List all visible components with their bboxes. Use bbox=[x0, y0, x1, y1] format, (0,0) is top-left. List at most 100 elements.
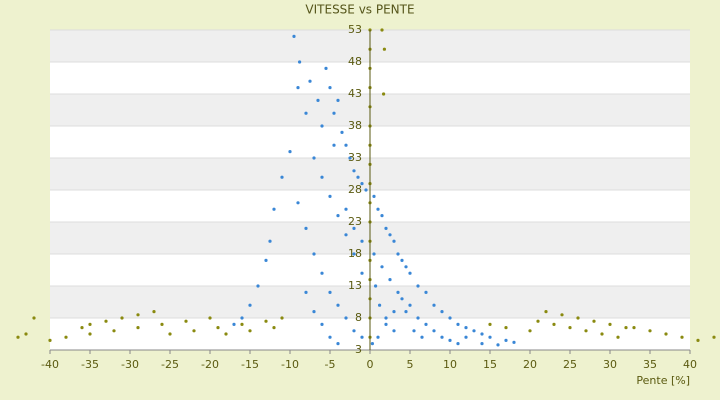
point bbox=[624, 326, 628, 330]
point bbox=[112, 329, 116, 333]
point bbox=[312, 252, 316, 256]
point bbox=[364, 188, 368, 192]
point bbox=[380, 214, 384, 218]
point bbox=[296, 86, 300, 90]
point bbox=[192, 329, 196, 333]
point bbox=[320, 175, 324, 179]
point bbox=[600, 332, 604, 336]
point bbox=[352, 329, 356, 333]
x-tick-label: 35 bbox=[643, 358, 657, 371]
y-tick-label: 8 bbox=[355, 311, 362, 324]
point bbox=[48, 338, 52, 342]
point bbox=[456, 342, 460, 346]
point bbox=[268, 239, 272, 243]
point bbox=[316, 98, 320, 102]
point bbox=[328, 335, 332, 339]
point bbox=[408, 303, 412, 307]
point bbox=[336, 303, 340, 307]
x-tick-label: -20 bbox=[201, 358, 219, 371]
point bbox=[240, 322, 244, 326]
point bbox=[88, 322, 92, 326]
point bbox=[320, 322, 324, 326]
point bbox=[616, 335, 620, 339]
point bbox=[264, 319, 268, 323]
y-tick-label: 33 bbox=[348, 151, 362, 164]
point bbox=[584, 329, 588, 333]
point bbox=[392, 329, 396, 333]
point bbox=[336, 214, 340, 218]
point bbox=[592, 319, 596, 323]
point bbox=[248, 303, 252, 307]
point bbox=[370, 342, 374, 346]
point bbox=[384, 226, 388, 230]
point bbox=[496, 343, 500, 347]
x-tick-label: -30 bbox=[121, 358, 139, 371]
point bbox=[240, 316, 244, 320]
point bbox=[432, 329, 436, 333]
point bbox=[312, 310, 316, 314]
point bbox=[224, 332, 228, 336]
point bbox=[680, 335, 684, 339]
point bbox=[304, 111, 308, 115]
point bbox=[352, 226, 356, 230]
point bbox=[400, 258, 404, 262]
point bbox=[292, 34, 296, 39]
point bbox=[360, 335, 364, 339]
point bbox=[344, 207, 348, 211]
point bbox=[332, 143, 336, 147]
x-tick-label: -5 bbox=[325, 358, 336, 371]
point bbox=[352, 252, 356, 256]
point bbox=[248, 329, 252, 333]
point bbox=[536, 319, 540, 323]
point bbox=[344, 233, 348, 237]
point bbox=[332, 111, 336, 115]
point bbox=[328, 86, 332, 90]
point bbox=[336, 98, 340, 102]
point bbox=[392, 310, 396, 314]
point bbox=[378, 303, 382, 307]
point bbox=[568, 326, 572, 330]
point bbox=[208, 316, 212, 320]
point bbox=[376, 207, 380, 211]
point bbox=[512, 340, 516, 344]
x-tick-label: -15 bbox=[241, 358, 259, 371]
point bbox=[328, 290, 332, 294]
x-tick-label: 30 bbox=[603, 358, 617, 371]
x-tick-label: 15 bbox=[483, 358, 497, 371]
point bbox=[440, 310, 444, 314]
point bbox=[448, 316, 452, 320]
point bbox=[480, 332, 484, 336]
point bbox=[360, 182, 364, 186]
point bbox=[504, 326, 508, 330]
point bbox=[416, 316, 420, 320]
point bbox=[160, 322, 164, 326]
point bbox=[552, 322, 556, 326]
point bbox=[136, 313, 140, 317]
x-tick-label: -10 bbox=[281, 358, 299, 371]
y-tick-label: 48 bbox=[348, 55, 362, 68]
point bbox=[24, 332, 28, 336]
chart-title: VITESSE vs PENTE bbox=[305, 3, 414, 17]
x-tick-label: 10 bbox=[443, 358, 457, 371]
y-tick-label: 53 bbox=[348, 23, 362, 36]
point bbox=[298, 60, 302, 64]
point bbox=[432, 303, 436, 307]
point bbox=[712, 335, 716, 339]
y-tick-label: 38 bbox=[348, 119, 362, 132]
point bbox=[404, 265, 408, 269]
point bbox=[348, 156, 352, 160]
y-tick-label: 3 bbox=[355, 343, 362, 356]
point bbox=[416, 284, 420, 288]
point bbox=[88, 332, 92, 336]
point bbox=[344, 316, 348, 320]
point bbox=[664, 332, 668, 336]
point bbox=[608, 322, 612, 326]
point bbox=[136, 326, 140, 330]
point bbox=[504, 338, 508, 342]
point bbox=[256, 284, 260, 288]
point bbox=[360, 271, 364, 275]
y-tick-label: 43 bbox=[348, 87, 362, 100]
point bbox=[184, 319, 188, 323]
